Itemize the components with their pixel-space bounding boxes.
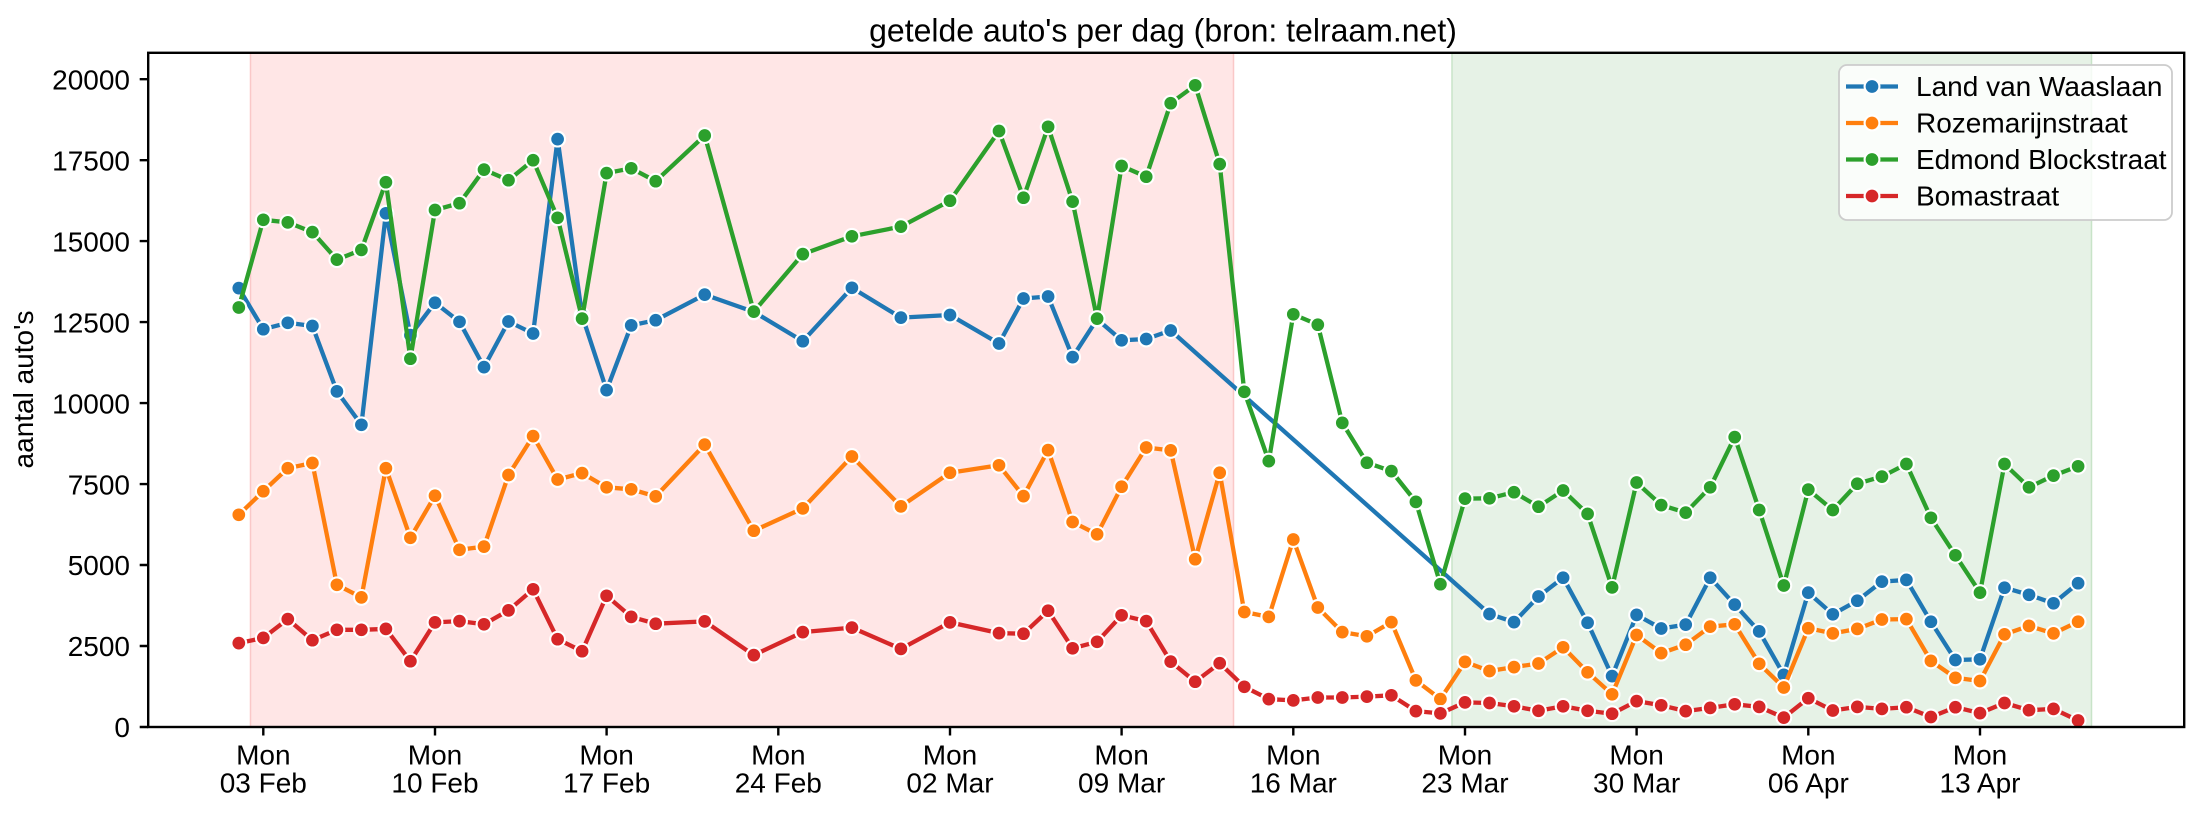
svg-text:Mon: Mon	[1438, 739, 1492, 770]
svg-text:aantal auto's: aantal auto's	[8, 311, 39, 469]
svg-text:17 Feb: 17 Feb	[563, 767, 650, 798]
svg-text:5000: 5000	[68, 550, 130, 581]
svg-text:10000: 10000	[52, 388, 130, 419]
svg-text:06 Apr: 06 Apr	[1768, 767, 1849, 798]
svg-text:2500: 2500	[68, 631, 130, 662]
svg-text:13 Apr: 13 Apr	[1940, 767, 2021, 798]
svg-text:Rozemarijnstraat: Rozemarijnstraat	[1916, 108, 2128, 139]
svg-text:Mon: Mon	[1953, 739, 2007, 770]
svg-text:Mon: Mon	[1094, 739, 1148, 770]
svg-text:Mon: Mon	[1781, 739, 1835, 770]
svg-text:03 Feb: 03 Feb	[220, 767, 307, 798]
svg-text:02 Mar: 02 Mar	[906, 767, 993, 798]
svg-text:10 Feb: 10 Feb	[391, 767, 478, 798]
svg-text:09 Mar: 09 Mar	[1078, 767, 1165, 798]
svg-text:24 Feb: 24 Feb	[735, 767, 822, 798]
svg-text:Mon: Mon	[236, 739, 290, 770]
svg-text:Bomastraat: Bomastraat	[1916, 181, 2059, 212]
svg-text:7500: 7500	[68, 469, 130, 500]
svg-text:0: 0	[114, 712, 130, 743]
svg-text:Mon: Mon	[579, 739, 633, 770]
svg-text:Edmond Blockstraat: Edmond Blockstraat	[1916, 144, 2167, 175]
svg-text:20000: 20000	[52, 64, 130, 95]
svg-text:23 Mar: 23 Mar	[1421, 767, 1508, 798]
svg-text:12500: 12500	[52, 307, 130, 338]
svg-text:getelde auto's per dag (bron:: getelde auto's per dag (bron: telraam.ne…	[869, 13, 1457, 49]
svg-text:Mon: Mon	[408, 739, 462, 770]
svg-text:Mon: Mon	[923, 739, 977, 770]
svg-text:Mon: Mon	[1266, 739, 1320, 770]
svg-text:30 Mar: 30 Mar	[1593, 767, 1680, 798]
svg-text:16 Mar: 16 Mar	[1250, 767, 1337, 798]
svg-text:Land van Waaslaan: Land van Waaslaan	[1916, 71, 2162, 102]
svg-text:17500: 17500	[52, 145, 130, 176]
svg-text:15000: 15000	[52, 226, 130, 257]
svg-text:Mon: Mon	[1609, 739, 1663, 770]
svg-text:Mon: Mon	[751, 739, 805, 770]
